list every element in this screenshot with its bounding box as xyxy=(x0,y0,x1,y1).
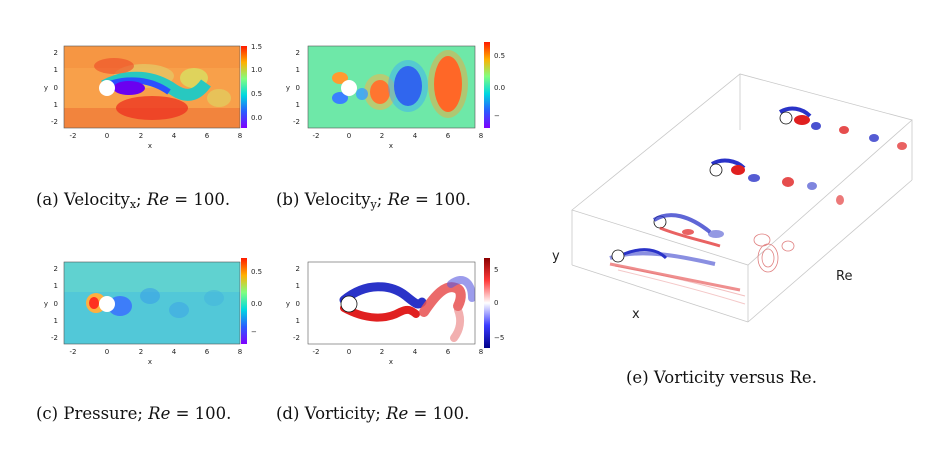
colorbar-tick: 0.0 xyxy=(494,84,505,92)
x-tick: 8 xyxy=(479,348,483,356)
panel-b: -2 0 2 4 6 8 x 2 1 0 1 -2 y 0.5 0.0 − xyxy=(276,38,516,167)
caption-d: (d) Vorticity; Re = 100. xyxy=(276,404,470,423)
axis-label-x: x xyxy=(632,307,640,322)
y-tick: 1 xyxy=(54,282,58,290)
colorbar xyxy=(241,46,247,128)
colorbar-tick: 0.5 xyxy=(494,52,505,60)
y-axis-ticks: 2 1 0 1 -2 y xyxy=(44,49,58,126)
colorbar-tick: 5 xyxy=(494,266,498,274)
velocity-x-plot: -2 0 2 4 6 8 x 2 1 0 1 -2 y 1.5 1.0 0.5 … xyxy=(44,43,262,150)
x-tick: 8 xyxy=(238,348,242,356)
colorbar-tick: 0.0 xyxy=(251,114,262,122)
x-tick: 6 xyxy=(205,132,210,140)
colorbar-ticks: 1.5 1.0 0.5 0.0 xyxy=(251,43,262,122)
colorbar-tick: 1.5 xyxy=(251,43,262,51)
caption-e: (e) Vorticity versus Re. xyxy=(626,368,817,387)
x-tick: 4 xyxy=(413,132,418,140)
y-axis-label: y xyxy=(44,84,48,92)
x-tick: 4 xyxy=(172,132,177,140)
caption-c: (c) Pressure; Re = 100. xyxy=(36,404,232,423)
velocity-y-plot: -2 0 2 4 6 8 x 2 1 0 1 -2 y 0.5 0.0 − xyxy=(286,42,505,150)
y-tick: 0 xyxy=(296,300,300,308)
y-tick: 1 xyxy=(54,101,58,109)
x-tick: 0 xyxy=(347,348,351,356)
y-tick: -2 xyxy=(51,118,58,126)
y-tick: 1 xyxy=(296,66,300,74)
y-tick: 1 xyxy=(54,317,58,325)
slice-3 xyxy=(709,158,844,205)
y-axis-label: y xyxy=(44,300,48,308)
y-tick: -2 xyxy=(293,118,300,126)
x-axis-label: x xyxy=(389,142,393,150)
x-tick: -2 xyxy=(313,132,320,140)
x-tick: -2 xyxy=(313,348,320,356)
x-tick: 2 xyxy=(139,348,143,356)
colorbar-tick: − xyxy=(251,328,257,336)
y-tick: 0 xyxy=(54,84,58,92)
axis-label-y: y xyxy=(552,249,560,264)
x-tick: 8 xyxy=(238,132,242,140)
colorbar xyxy=(484,258,490,348)
x-tick: 4 xyxy=(172,348,177,356)
panel-e: y x Re xyxy=(540,60,930,349)
slice-2 xyxy=(652,213,795,252)
pressure-plot: -2 0 2 4 6 8 x 2 1 0 1 -2 y 0.5 0.0 − xyxy=(44,258,262,366)
x-axis-label: x xyxy=(389,358,393,366)
y-tick: -2 xyxy=(51,334,58,342)
colorbar-tick: 1.0 xyxy=(251,66,262,74)
colorbar-tick: 0.0 xyxy=(251,300,262,308)
box-frame xyxy=(571,73,913,323)
colorbar xyxy=(484,42,490,128)
y-tick: 2 xyxy=(296,265,300,273)
panel-d: -2 0 2 4 6 8 x 2 1 0 1 -2 y 5 0 −5 xyxy=(276,254,516,383)
y-axis-label: y xyxy=(286,300,290,308)
slice-1 xyxy=(609,243,779,305)
y-axis-label: y xyxy=(286,84,290,92)
x-tick: 0 xyxy=(105,132,109,140)
caption-a: (a) Velocityx; Re = 100. xyxy=(36,190,231,211)
x-axis-label: x xyxy=(148,142,152,150)
x-tick: 2 xyxy=(380,132,384,140)
x-tick: 6 xyxy=(446,132,451,140)
y-tick: 0 xyxy=(54,300,58,308)
panel-c: -2 0 2 4 6 8 x 2 1 0 1 -2 y 0.5 0.0 − xyxy=(34,254,274,383)
panel-a: -2 0 2 4 6 8 x 2 1 0 1 -2 y 1.5 1.0 0.5 … xyxy=(34,38,274,167)
slice-4 xyxy=(778,106,907,150)
x-tick: 0 xyxy=(105,348,109,356)
vorticity-plot: -2 0 2 4 6 8 x 2 1 0 1 -2 y 5 0 −5 xyxy=(286,258,504,366)
x-tick: 8 xyxy=(479,132,483,140)
y-tick: 2 xyxy=(54,265,58,273)
colorbar-tick: 0.5 xyxy=(251,268,262,276)
colorbar-tick: − xyxy=(494,112,500,120)
vorticity-vs-re-3d: y x Re xyxy=(552,73,913,323)
y-tick: 0 xyxy=(296,84,300,92)
y-tick: -2 xyxy=(293,334,300,342)
colorbar xyxy=(241,258,247,344)
y-tick: 1 xyxy=(296,282,300,290)
colorbar-tick: −5 xyxy=(494,334,504,342)
x-tick: 6 xyxy=(205,348,210,356)
y-tick: 2 xyxy=(296,49,300,57)
axis-label-re: Re xyxy=(836,269,852,284)
y-tick: 1 xyxy=(296,101,300,109)
y-tick: 1 xyxy=(54,66,58,74)
x-tick: 2 xyxy=(380,348,384,356)
x-tick: 4 xyxy=(413,348,418,356)
colorbar-tick: 0 xyxy=(494,299,498,307)
x-axis-ticks: -2 0 2 4 6 8 x xyxy=(70,132,243,150)
x-tick: -2 xyxy=(70,132,77,140)
x-tick: -2 xyxy=(70,348,77,356)
caption-b: (b) Velocityy; Re = 100. xyxy=(276,190,471,211)
y-tick: 2 xyxy=(54,49,58,57)
x-tick: 0 xyxy=(347,132,351,140)
y-tick: 1 xyxy=(296,317,300,325)
colorbar-tick: 0.5 xyxy=(251,90,262,98)
x-tick: 2 xyxy=(139,132,143,140)
x-axis-label: x xyxy=(148,358,152,366)
x-tick: 6 xyxy=(446,348,451,356)
